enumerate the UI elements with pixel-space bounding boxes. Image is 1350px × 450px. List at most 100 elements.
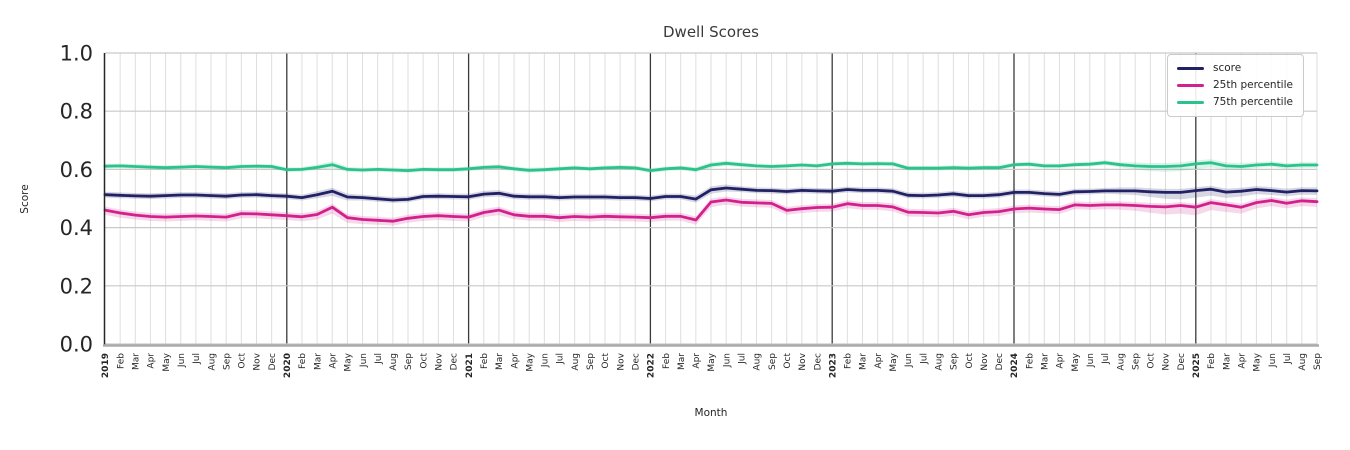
x-tick-label: Nov [616, 352, 626, 370]
x-tick-label: Jul [1101, 353, 1111, 365]
x-tick-label: Apr [874, 353, 884, 369]
legend-line-swatch [1177, 101, 1204, 104]
x-tick-label: Sep [1313, 353, 1323, 370]
x-tick-label: Apr [328, 353, 338, 369]
x-tick-label: Dec [1177, 353, 1187, 370]
x-tick-label: May [889, 352, 899, 371]
x-tick-label: Jul [374, 353, 384, 365]
x-tick-label: May [162, 352, 172, 371]
x-tick-label: Apr [1237, 353, 1247, 369]
x-tick-label: Sep [586, 353, 596, 370]
x-tick-label: Oct [1147, 353, 1157, 369]
x-tick-label: Aug [389, 353, 399, 371]
x-tick-label: Feb [116, 353, 126, 369]
x-tick-label: Dec [631, 353, 641, 370]
chart-title: Dwell Scores [663, 23, 759, 41]
x-tick-label: Aug [934, 353, 944, 371]
x-tick-label: Mar [132, 353, 142, 370]
y-tick-label: 0.4 [60, 216, 93, 240]
x-tick-label: Mar [1041, 353, 1051, 370]
x-tick-label: Oct [783, 353, 793, 369]
y-tick-label: 1.0 [60, 42, 93, 66]
x-tick-label: May [344, 352, 354, 371]
x-tick-label: Nov [798, 352, 808, 370]
x-tick-label: Jul [738, 353, 748, 365]
line-score [103, 186, 1319, 202]
x-tick-label: Aug [753, 353, 763, 371]
x-tick-label: Nov [1162, 352, 1172, 370]
x-tick-label: Sep [404, 353, 414, 370]
x-tick-label: Sep [768, 353, 778, 370]
x-tick-label: Apr [510, 353, 520, 369]
x-tick-label: 2022 [647, 353, 657, 378]
x-tick-label: Oct [238, 353, 248, 369]
x-tick-label: Feb [662, 353, 672, 369]
x-tick-label: 2020 [283, 353, 293, 378]
x-tick-label: Dec [995, 353, 1005, 370]
legend-line-swatch [1177, 84, 1204, 87]
x-tick-label: Feb [1025, 353, 1035, 369]
x-tick-label: Dec [268, 353, 278, 370]
x-tick-label: Oct [419, 353, 429, 369]
x-tick-label: Aug [571, 353, 581, 371]
x-tick-label: Oct [601, 353, 611, 369]
x-tick-label: Mar [1222, 353, 1232, 370]
x-tick-label: May [525, 352, 535, 371]
x-tick-label: Apr [147, 353, 157, 369]
x-tick-label: Nov [253, 352, 263, 370]
x-tick-label: 2023 [828, 353, 838, 378]
x-tick-label: Jun [177, 353, 187, 368]
y-tick-label: 0.6 [60, 158, 93, 182]
x-tick-label: Sep [222, 353, 232, 370]
x-tick-label: Jun [722, 353, 732, 368]
x-tick-label: Nov [435, 352, 445, 370]
tick-labels: 0.0 0.2 0.4 0.6 0.8 1.0 2019 Feb Mar Apr May Jun Jul… [60, 42, 1324, 379]
x-tick-label: Mar [677, 353, 687, 370]
legend-item: 25th percentile [1177, 79, 1293, 92]
x-tick-label: Mar [313, 353, 323, 370]
x-tick-label: Jul [192, 353, 202, 365]
axes-spines [103, 53, 1319, 347]
x-tick-label: May [707, 352, 717, 371]
gridlines [105, 52, 1318, 345]
x-tick-label: Sep [1131, 353, 1141, 370]
x-tick-label: Jul [556, 353, 566, 365]
x-tick-label: Nov [980, 352, 990, 370]
y-tick-label: 0.0 [60, 333, 93, 357]
x-tick-label: Oct [965, 353, 975, 369]
x-tick-label: Aug [207, 353, 217, 371]
x-tick-label: 2024 [1010, 353, 1020, 378]
x-tick-label: Jun [1086, 353, 1096, 368]
line-75th-percentile [103, 161, 1319, 173]
x-tick-label: May [1071, 352, 1081, 371]
x-tick-label: Apr [1056, 353, 1066, 369]
legend-label: 75th percentile [1213, 96, 1293, 108]
x-tick-label: May [1253, 352, 1263, 371]
series-lines [103, 161, 1319, 223]
line-25th-percentile [103, 198, 1319, 223]
y-tick-label: 0.2 [60, 274, 93, 298]
x-tick-label: Jul [919, 353, 929, 365]
x-tick-label: Aug [1298, 353, 1308, 371]
x-tick-label: Jun [541, 353, 551, 368]
x-tick-label: Feb [480, 353, 490, 369]
legend-label: score [1213, 62, 1242, 74]
x-tick-label: Dec [450, 353, 460, 370]
x-tick-label: Jun [359, 353, 369, 368]
y-axis-label: Score [19, 184, 31, 213]
x-tick-label: Jul [1283, 353, 1293, 365]
x-tick-label: Dec [813, 353, 823, 370]
x-tick-label: Feb [1207, 353, 1217, 369]
x-tick-label: 2021 [465, 353, 475, 378]
x-tick-label: 2019 [101, 353, 111, 378]
x-tick-label: Sep [950, 353, 960, 370]
legend: score 25th percentile 75th percentile [1167, 54, 1304, 117]
x-tick-label: Feb [844, 353, 854, 369]
x-tick-label: Aug [1116, 353, 1126, 371]
x-tick-label: Jun [904, 353, 914, 368]
x-tick-label: 2025 [1192, 353, 1202, 378]
x-axis-label: Month [695, 407, 728, 419]
x-tick-label: Mar [495, 353, 505, 370]
